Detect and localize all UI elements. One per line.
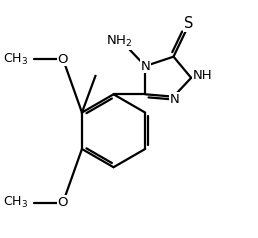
Text: O: O	[58, 53, 68, 65]
Text: O: O	[58, 196, 68, 209]
Text: NH: NH	[193, 69, 213, 82]
Text: NH$_2$: NH$_2$	[106, 34, 133, 49]
Text: CH$_3$: CH$_3$	[3, 51, 28, 67]
Text: N: N	[170, 93, 180, 105]
Text: CH$_3$: CH$_3$	[3, 195, 28, 210]
Text: N: N	[140, 60, 150, 73]
Text: S: S	[184, 16, 194, 31]
